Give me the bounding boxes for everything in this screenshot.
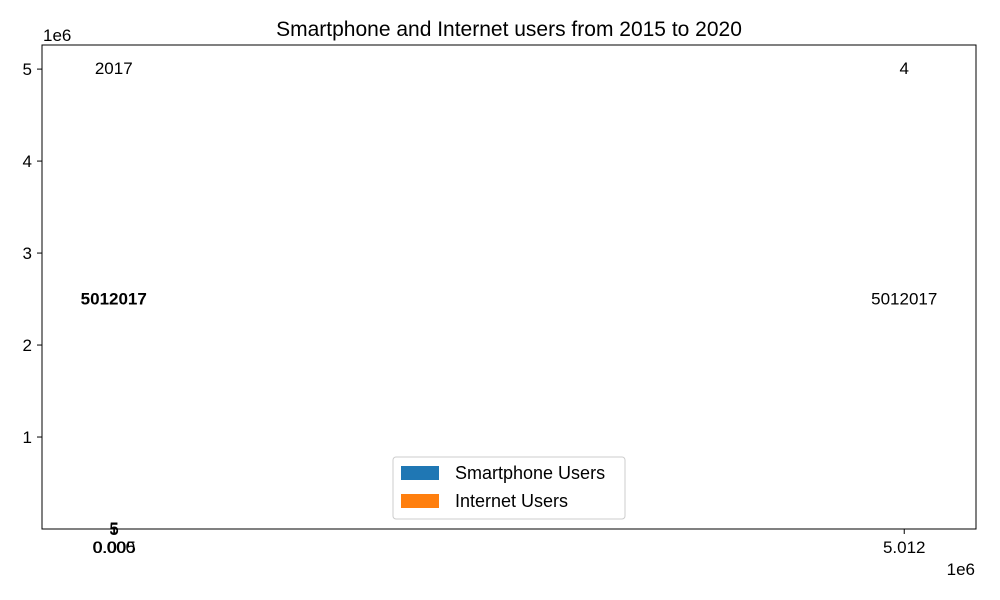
x-tick-label: 5.012	[883, 538, 926, 557]
y-tick-label: 4	[23, 152, 32, 171]
data-annotation: 5	[109, 519, 118, 538]
data-annotation: 2017	[95, 59, 133, 78]
legend-swatch	[401, 466, 439, 480]
legend-label: Smartphone Users	[455, 463, 605, 483]
y-tick-label: 5	[23, 60, 32, 79]
data-annotation: 5	[109, 520, 118, 539]
x-tick-label: 0.005	[93, 538, 136, 557]
plot-area	[41, 44, 977, 530]
legend-box	[392, 456, 626, 520]
legend-swatch	[401, 494, 439, 508]
y-axis: 1 2 3 4 5	[23, 60, 42, 447]
x-axis-offset-label: 1e6	[947, 560, 975, 579]
data-annotation: 5012017	[871, 289, 937, 308]
y-tick-label: 3	[23, 244, 32, 263]
data-annotation: 5012017	[81, 289, 147, 308]
data-annotation: 4	[900, 59, 909, 78]
x-tick-label: 0.000	[92, 538, 135, 557]
legend-label: Internet Users	[455, 491, 568, 511]
y-tick-label: 1	[23, 428, 32, 447]
legend: Smartphone Users Internet Users	[392, 456, 626, 520]
chart-title: Smartphone and Internet users from 2015 …	[276, 18, 742, 41]
y-tick-label: 2	[23, 336, 32, 355]
y-axis-offset-label: 1e6	[43, 26, 71, 45]
